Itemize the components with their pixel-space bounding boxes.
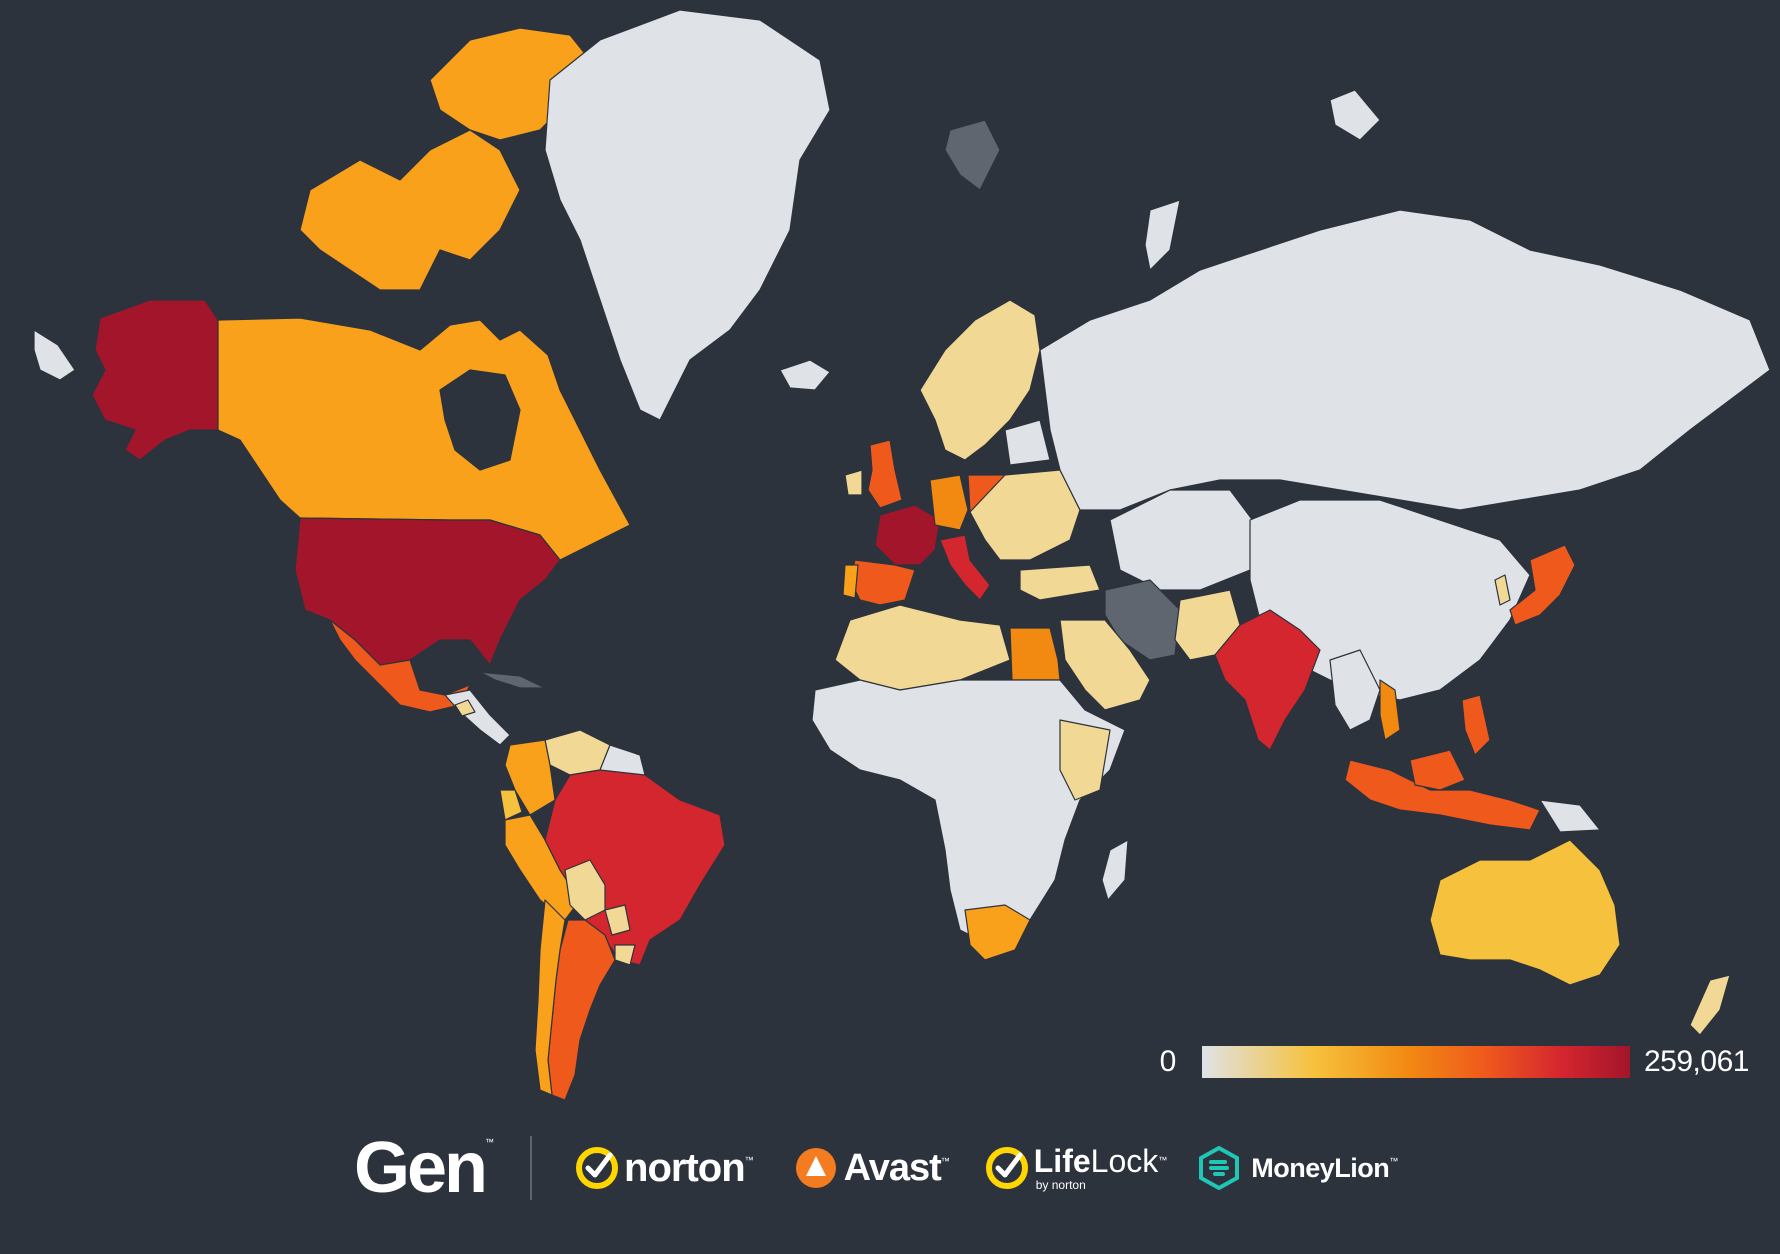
region-greenland[interactable] (544, 9, 831, 421)
region-central-america (444, 689, 511, 746)
moneylion-icon (1199, 1146, 1240, 1190)
avast-text: Avast (843, 1146, 942, 1189)
region-canada[interactable] (217, 317, 631, 561)
lifelock-text: LifeLock (1034, 1145, 1158, 1177)
region-colombia[interactable] (504, 739, 556, 816)
region-png (1539, 799, 1601, 833)
norton-logo: norton ™ (574, 1145, 754, 1191)
region-hudson-bay (439, 369, 521, 471)
lifelock-check-icon (985, 1147, 1028, 1189)
norton-text: norton (624, 1145, 746, 1190)
region-southeast-asia (1329, 649, 1381, 731)
legend: 0 259,061 (1148, 1042, 1749, 1082)
legend-min-label: 0 (1159, 1045, 1177, 1078)
gen-logo-text: Gen (354, 1128, 488, 1208)
region-svalbard (944, 119, 1001, 191)
lifelock-wordmark: LifeLock by norton (1034, 1145, 1158, 1191)
legend-max-label: 259,061 (1644, 1045, 1749, 1078)
region-arabia (1059, 619, 1151, 711)
gen-logo: Gen ™ (354, 1127, 494, 1209)
region-russia[interactable] (1039, 209, 1771, 511)
region-central-america-2 (454, 699, 476, 717)
region-united-kingdom[interactable] (867, 439, 903, 509)
lifelock-text-light: Lock (1090, 1143, 1159, 1179)
region-aleutian-area (33, 329, 76, 381)
region-scandinavia (919, 299, 1041, 461)
region-indonesia[interactable] (1344, 759, 1541, 831)
region-australia[interactable] (1429, 839, 1621, 986)
region-ireland (844, 469, 863, 496)
region-canada-arctic (299, 129, 521, 291)
region-alaska[interactable] (91, 299, 219, 461)
region-madagascar (1101, 839, 1129, 901)
moneylion-tm: ™ (1389, 1156, 1399, 1166)
gen-tm: ™ (485, 1137, 495, 1147)
region-chile[interactable] (534, 899, 566, 1096)
region-vietnam (1379, 679, 1401, 741)
region-south-africa[interactable] (964, 904, 1031, 961)
region-france[interactable] (874, 504, 941, 566)
region-egypt[interactable] (1009, 627, 1061, 681)
region-united-states[interactable] (294, 517, 561, 666)
legend-color-scale (1202, 1046, 1630, 1078)
region-iceland (779, 359, 831, 391)
region-uruguay (614, 944, 636, 966)
avast-icon (795, 1148, 836, 1188)
region-ecuador (499, 789, 523, 821)
lifelock-tm: ™ (1158, 1155, 1168, 1165)
region-italy[interactable] (939, 534, 991, 601)
region-siberian-islands (1329, 89, 1381, 141)
region-north-africa (834, 604, 1011, 691)
region-cuba (479, 671, 546, 689)
norton-check-icon (576, 1147, 619, 1189)
region-portugal (842, 564, 859, 599)
moneylion-logo: MoneyLion ™ (1197, 1146, 1398, 1190)
lifelock-text-bold: Life (1033, 1143, 1091, 1179)
region-philippines[interactable] (1461, 694, 1491, 756)
moneylion-text: MoneyLion (1251, 1152, 1390, 1183)
region-iran[interactable] (1104, 579, 1181, 661)
norton-tm: ™ (744, 1155, 754, 1165)
region-central-africa (811, 679, 1126, 946)
region-novaya-zemlya (1144, 199, 1181, 271)
brand-divider (530, 1136, 533, 1200)
region-paraguay (604, 904, 631, 936)
region-india[interactable] (1214, 609, 1321, 751)
region-east-africa (1059, 719, 1111, 801)
region-peru[interactable] (504, 814, 581, 921)
lifelock-subtitle: by norton (1035, 1178, 1086, 1192)
avast-logo: Avast ™ (794, 1146, 950, 1190)
region-baltic (1004, 419, 1051, 466)
avast-tm: ™ (940, 1156, 950, 1166)
region-borneo (1409, 749, 1466, 791)
lifelock-logo: LifeLock by norton ™ (984, 1145, 1167, 1191)
region-korea (1494, 574, 1511, 606)
region-turkey (1019, 564, 1101, 601)
brand-bar: Gen ™ norton ™ Avast ™ LifeLock by norto… (354, 1128, 1398, 1208)
region-new-zealand (1689, 974, 1731, 1036)
region-germany[interactable] (929, 474, 969, 531)
region-spain[interactable] (849, 559, 916, 606)
region-japan[interactable] (1509, 544, 1576, 626)
